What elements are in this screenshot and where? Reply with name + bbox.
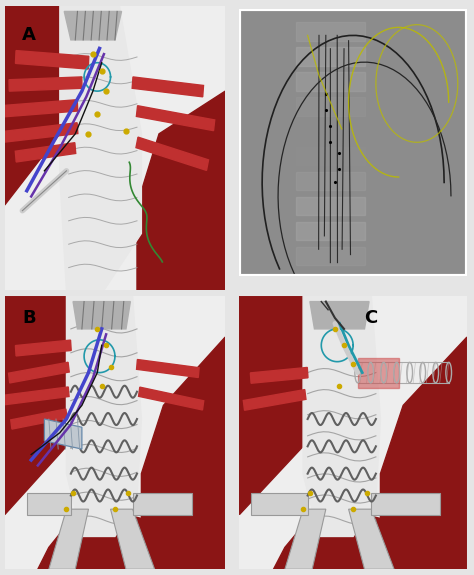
Polygon shape <box>11 409 67 429</box>
Polygon shape <box>66 296 141 536</box>
Polygon shape <box>60 6 141 290</box>
Polygon shape <box>5 6 60 205</box>
Polygon shape <box>348 509 394 569</box>
Bar <box>296 72 365 91</box>
Polygon shape <box>310 301 369 329</box>
Polygon shape <box>9 77 82 91</box>
Polygon shape <box>9 362 69 383</box>
Bar <box>358 358 399 388</box>
Bar <box>296 221 365 240</box>
Polygon shape <box>285 509 326 569</box>
Polygon shape <box>371 493 439 515</box>
Polygon shape <box>303 296 381 536</box>
Polygon shape <box>4 122 78 142</box>
Polygon shape <box>381 337 467 569</box>
Polygon shape <box>141 337 225 569</box>
Polygon shape <box>16 340 71 356</box>
Bar <box>296 47 365 66</box>
Polygon shape <box>137 106 215 131</box>
Polygon shape <box>4 99 78 117</box>
Polygon shape <box>243 390 306 410</box>
Bar <box>296 247 365 265</box>
Polygon shape <box>15 143 76 162</box>
Polygon shape <box>137 91 225 290</box>
Polygon shape <box>38 509 170 569</box>
Polygon shape <box>251 493 308 515</box>
Text: C: C <box>365 309 378 327</box>
Bar <box>296 22 365 41</box>
Polygon shape <box>239 296 303 515</box>
Polygon shape <box>132 77 203 97</box>
Polygon shape <box>136 137 209 170</box>
Polygon shape <box>137 359 199 378</box>
Bar <box>296 97 365 116</box>
Bar <box>296 197 365 216</box>
Bar <box>296 122 365 140</box>
Polygon shape <box>138 387 204 410</box>
Polygon shape <box>73 301 130 329</box>
Polygon shape <box>5 296 66 515</box>
Polygon shape <box>49 509 89 569</box>
Polygon shape <box>16 51 89 69</box>
Bar <box>296 147 365 166</box>
Polygon shape <box>250 367 308 383</box>
Polygon shape <box>64 12 121 40</box>
Bar <box>296 172 365 190</box>
Text: A: A <box>22 26 36 44</box>
Polygon shape <box>45 419 82 449</box>
Polygon shape <box>110 509 155 569</box>
Text: B: B <box>22 309 36 327</box>
Polygon shape <box>133 493 192 515</box>
Polygon shape <box>4 387 69 405</box>
Polygon shape <box>27 493 71 515</box>
Polygon shape <box>273 509 410 569</box>
